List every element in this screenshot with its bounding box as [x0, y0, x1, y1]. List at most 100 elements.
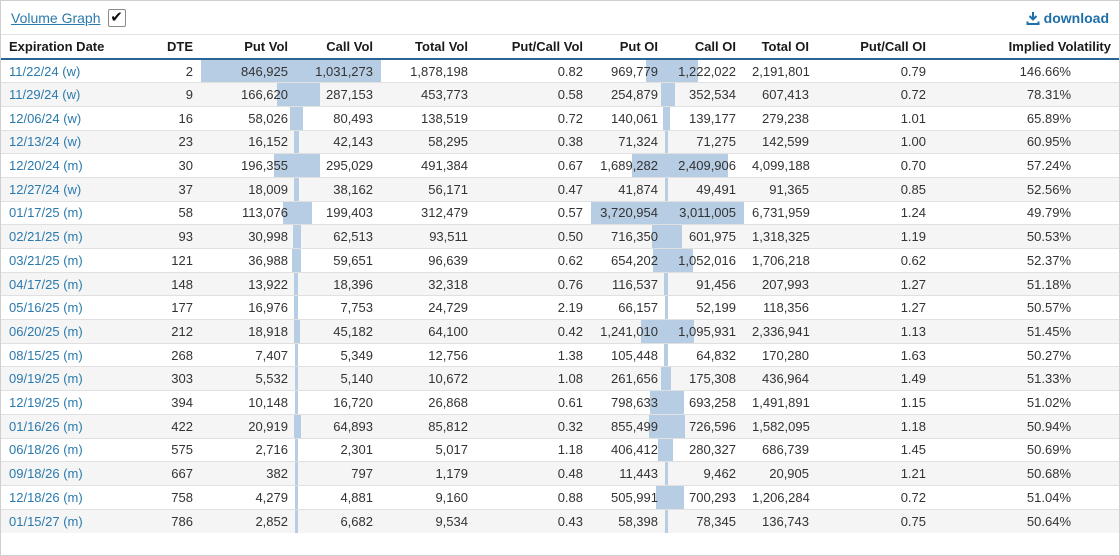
put_vol-value: 4,279	[255, 489, 288, 505]
put_oi-value: 654,202	[611, 252, 658, 268]
put_oi-value: 66,157	[618, 300, 658, 316]
put-oi-bar	[664, 130, 666, 153]
expiration-date-link[interactable]: 06/18/26 (m)	[9, 442, 83, 458]
cell-put_oi: 71,324	[591, 130, 666, 155]
call_oi-value: 601,975	[689, 229, 736, 245]
expiration-date-link[interactable]: 01/16/26 (m)	[9, 418, 83, 434]
expiration-date-link[interactable]: 05/16/25 (m)	[9, 300, 83, 316]
cell-call_oi: 91,456	[666, 272, 744, 297]
volume-graph-checkbox[interactable]: ✔	[107, 8, 126, 27]
expiration-date-link[interactable]: 09/19/25 (m)	[9, 371, 83, 387]
call_oi-value: 71,275	[696, 134, 736, 150]
cell-total_oi: 4,099,188	[744, 153, 817, 178]
put-vol-bar	[294, 343, 296, 366]
cell-total_oi: 91,365	[744, 177, 817, 202]
call_vol-value: 797	[351, 466, 373, 482]
total_oi-value: 170,280	[762, 347, 809, 363]
put-oi-bar	[651, 225, 666, 248]
call_oi-value: 78,345	[696, 513, 736, 529]
cell-pc_oi: 1.21	[817, 461, 934, 486]
table-row: 03/21/25 (m) 121 36,988 59,651 96,639 0.62 654…	[1, 248, 1119, 273]
iv-value: 50.94%	[1026, 418, 1071, 434]
total_oi-value: 1,491,891	[752, 394, 810, 410]
pc_vol-value: 0.43	[557, 513, 583, 529]
expiration-date-link[interactable]: 06/20/25 (m)	[9, 323, 83, 339]
expiration-date-link[interactable]: 12/18/26 (m)	[9, 489, 83, 505]
cell-expiration: 11/22/24 (w)	[1, 59, 151, 84]
col-header-call_vol: Call Vol	[296, 35, 381, 60]
download-button[interactable]: download	[1026, 10, 1109, 26]
expiration-date-link[interactable]: 12/13/24 (w)	[9, 134, 82, 150]
call-oi-bar	[666, 320, 695, 343]
cell-call_oi: 9,462	[666, 461, 744, 486]
total_vol-value: 312,479	[421, 205, 468, 221]
put-vol-bar	[201, 60, 296, 82]
put_vol-value: 846,925	[241, 63, 288, 79]
cell-dte: 93	[151, 224, 201, 249]
col-header-iv: Implied Volatility	[934, 35, 1119, 60]
cell-total_vol: 453,773	[381, 82, 476, 107]
total_vol-value: 9,160	[435, 489, 468, 505]
cell-call_oi: 1,052,016	[666, 248, 744, 273]
cell-call_vol: 4,881	[296, 485, 381, 510]
total_vol-value: 24,729	[428, 300, 468, 316]
put_vol-value: 13,922	[248, 276, 288, 292]
cell-call_vol: 59,651	[296, 248, 381, 273]
put_oi-value: 116,537	[611, 276, 658, 292]
expiration-date-link[interactable]: 09/18/26 (m)	[9, 466, 83, 482]
call-oi-bar	[666, 367, 671, 390]
call_vol-value: 5,349	[340, 347, 373, 363]
table-row: 11/29/24 (w) 9 166,620 287,153 453,773 0.58 25…	[1, 82, 1119, 107]
expiration-date-link[interactable]: 03/21/25 (m)	[9, 252, 83, 268]
total_vol-value: 10,672	[428, 371, 468, 387]
cell-pc_oi: 1.15	[817, 390, 934, 415]
cell-total_vol: 1,878,198	[381, 59, 476, 84]
call-oi-bar	[666, 177, 668, 201]
expiration-date-link[interactable]: 01/17/25 (m)	[9, 205, 83, 221]
cell-put_vol: 846,925	[201, 59, 296, 84]
total_oi-value: 1,206,284	[752, 489, 810, 505]
put_oi-value: 798,633	[611, 394, 658, 410]
cell-pc_oi: 1.19	[817, 224, 934, 249]
call_vol-value: 199,403	[326, 205, 373, 221]
total_vol-value: 491,384	[421, 158, 468, 174]
call-oi-bar	[666, 343, 668, 366]
call-oi-bar	[666, 154, 729, 177]
expiration-date-link[interactable]: 12/27/24 (w)	[9, 181, 82, 197]
cell-call_vol: 2,301	[296, 438, 381, 463]
put-vol-bar	[289, 106, 296, 130]
cell-iv: 65.89%	[934, 106, 1119, 131]
put_vol-value: 18,918	[248, 323, 288, 339]
cell-total_vol: 24,729	[381, 295, 476, 321]
expiration-date-link[interactable]: 02/21/25 (m)	[9, 229, 83, 245]
expiration-date-link[interactable]: 08/15/25 (m)	[9, 347, 83, 363]
cell-pc_oi: 0.72	[817, 485, 934, 510]
expiration-date-link[interactable]: 12/20/24 (m)	[9, 158, 83, 174]
volume-graph-link[interactable]: Volume Graph	[11, 9, 101, 26]
cell-pc_vol: 0.43	[476, 509, 591, 533]
dte-value: 422	[171, 418, 193, 434]
cell-total_oi: 136,743	[744, 509, 817, 533]
total_oi-value: 2,191,801	[752, 63, 810, 79]
expiration-date-link[interactable]: 11/22/24 (w)	[9, 63, 81, 79]
cell-total_oi: 6,731,959	[744, 201, 817, 226]
cell-call_vol: 5,140	[296, 366, 381, 392]
expiration-date-link[interactable]: 12/19/25 (m)	[9, 394, 83, 410]
cell-expiration: 02/21/25 (m)	[1, 224, 151, 249]
cell-put_vol: 196,355	[201, 153, 296, 178]
call_oi-value: 139,177	[689, 110, 736, 126]
cell-iv: 50.53%	[934, 224, 1119, 249]
total_vol-value: 32,318	[428, 276, 468, 292]
cell-call_vol: 64,893	[296, 414, 381, 439]
cell-call_vol: 797	[296, 461, 381, 486]
put_oi-value: 41,874	[618, 181, 658, 197]
expiration-date-link[interactable]: 04/17/25 (m)	[9, 276, 83, 292]
cell-pc_vol: 2.19	[476, 295, 591, 321]
cell-pc_vol: 0.62	[476, 248, 591, 273]
expiration-date-link[interactable]: 12/06/24 (w)	[9, 110, 82, 126]
expiration-date-link[interactable]: 11/29/24 (w)	[9, 87, 81, 103]
cell-expiration: 12/13/24 (w)	[1, 130, 151, 155]
dte-value: 121	[171, 252, 193, 268]
expiration-date-link[interactable]: 01/15/27 (m)	[9, 513, 83, 529]
call_oi-value: 352,534	[689, 87, 736, 103]
